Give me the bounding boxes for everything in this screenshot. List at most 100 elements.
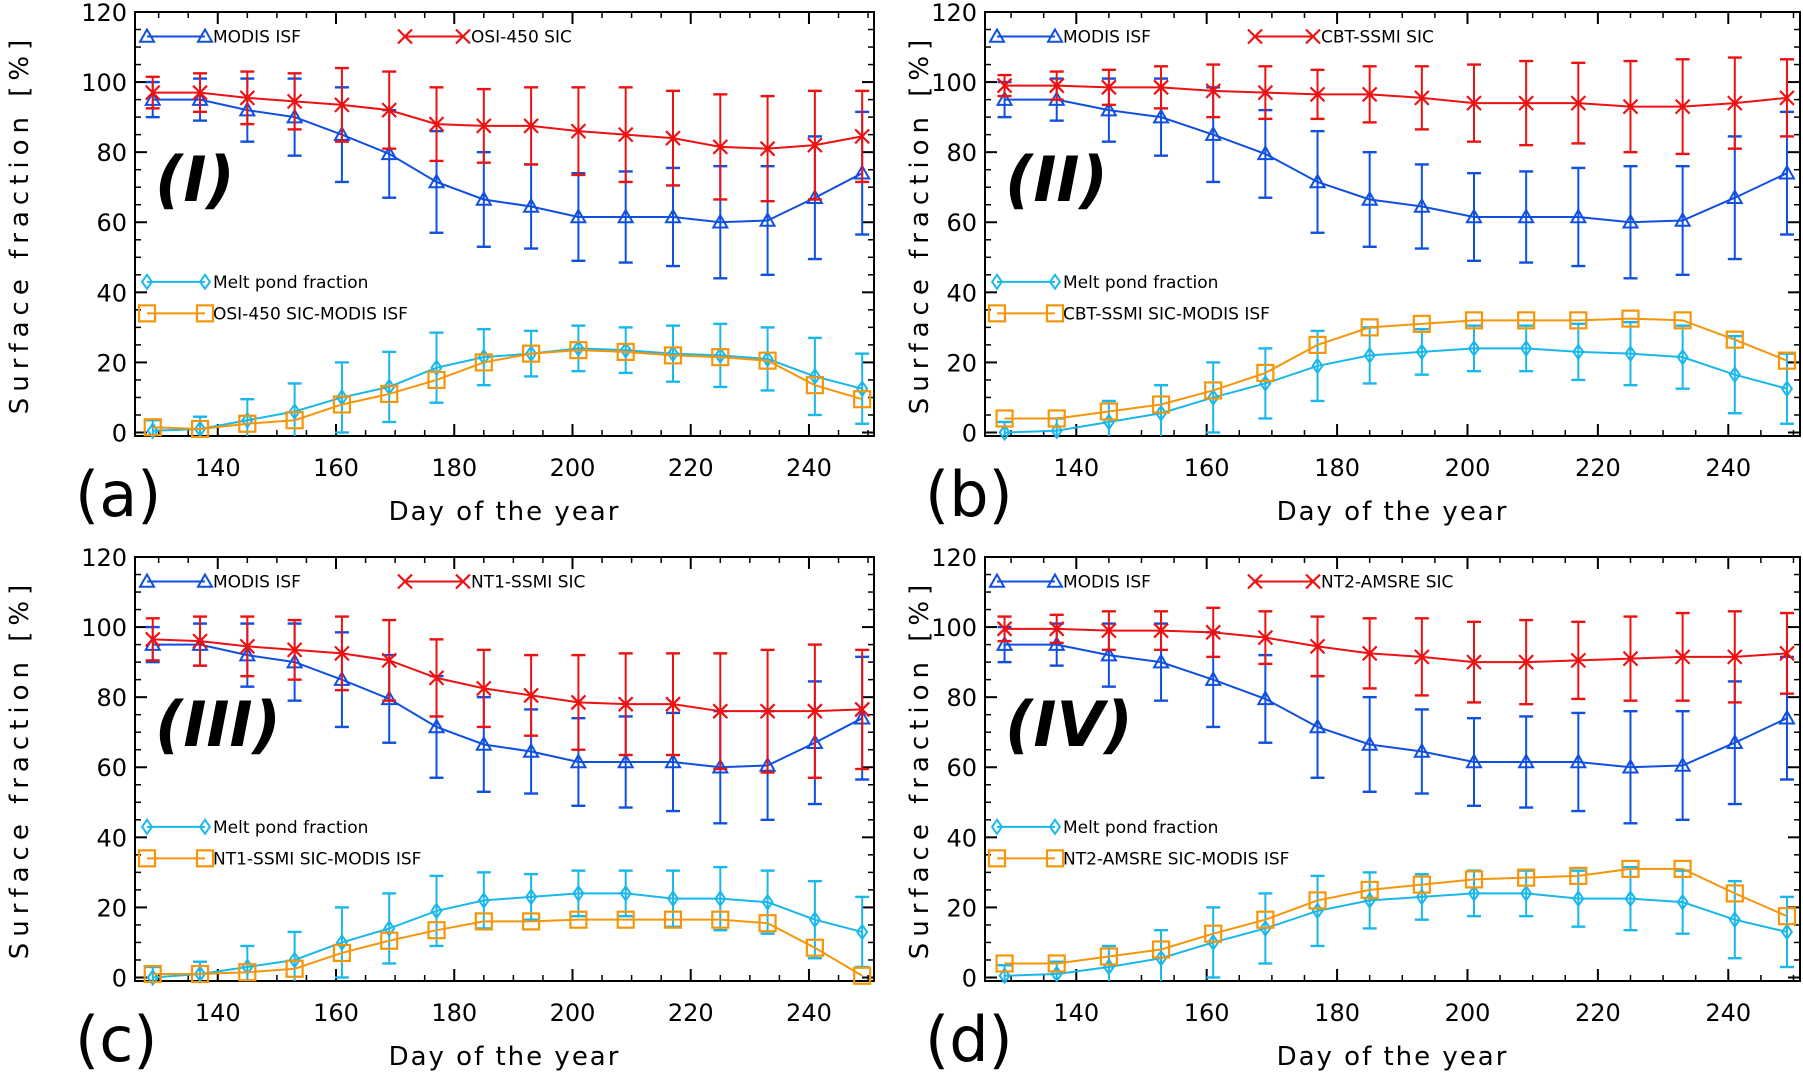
data-point — [1204, 924, 1223, 943]
x-tick-label: 140 — [1053, 454, 1099, 482]
data-point — [1621, 859, 1640, 878]
legend-marker-start — [397, 28, 413, 45]
data-point — [1466, 95, 1482, 111]
data-point — [1777, 907, 1797, 926]
legend-label: NT1-SSMI SIC-MODIS ISF — [213, 849, 421, 869]
legend-marker-start — [1247, 28, 1263, 45]
data-point — [430, 358, 443, 377]
error-bar — [193, 415, 208, 436]
data-point — [711, 348, 730, 367]
series-line — [1004, 892, 1788, 977]
y-tick-label: 20 — [946, 894, 977, 922]
error-bar — [1154, 383, 1169, 436]
data-point — [759, 140, 776, 157]
data-point — [1361, 645, 1378, 662]
x-tick-label: 240 — [786, 454, 832, 482]
data-point — [1256, 910, 1275, 929]
data-point — [1777, 351, 1797, 370]
series-modis-isf — [144, 77, 871, 280]
y-tick-label: 60 — [946, 209, 977, 237]
series-line — [152, 892, 863, 979]
data-point — [616, 207, 635, 224]
data-point — [1050, 422, 1063, 440]
data-point — [854, 128, 870, 145]
legend-label: Melt pond fraction — [213, 818, 368, 838]
data-point — [285, 959, 304, 978]
series-line — [1004, 84, 1788, 108]
data-point — [1517, 868, 1536, 887]
data-point — [1414, 649, 1430, 665]
data-point — [617, 696, 634, 712]
data-point — [1154, 949, 1168, 967]
data-point — [1464, 870, 1484, 889]
legend-label: NT2-AMSRE SIC — [1321, 573, 1453, 593]
y-axis-title: Surface fraction [%] — [905, 579, 935, 959]
data-point — [381, 102, 397, 118]
data-point — [522, 197, 540, 213]
data-point — [1360, 318, 1379, 337]
series-line — [1004, 98, 1788, 224]
data-point — [334, 97, 350, 113]
legend-marker-end — [1045, 849, 1065, 868]
series-nt1-ssmi-sic-modis-isf — [143, 910, 872, 985]
data-point — [477, 891, 490, 910]
legend-marker-start — [990, 273, 1004, 291]
data-point — [758, 914, 777, 933]
series-line — [1004, 317, 1788, 420]
legend-marker-start — [138, 572, 156, 588]
y-tick-label: 120 — [81, 545, 127, 572]
data-point — [1207, 388, 1220, 407]
x-tick-label: 240 — [1705, 454, 1751, 482]
data-point — [1308, 717, 1327, 734]
data-point — [380, 931, 399, 950]
series-line — [152, 98, 863, 224]
y-tick-label: 80 — [96, 684, 127, 712]
series-osi-450-sic-modis-isf — [143, 341, 872, 439]
data-point — [1569, 752, 1588, 769]
legend-item: CBT-SSMI SIC-MODIS ISF — [987, 304, 1270, 324]
data-point — [427, 370, 446, 390]
legend-item: Melt pond fraction — [990, 273, 1218, 293]
plot-frame — [134, 11, 875, 437]
data-point — [190, 964, 210, 984]
data-point — [332, 395, 352, 414]
data-point — [665, 130, 681, 146]
data-point — [1412, 875, 1431, 894]
data-point — [1673, 859, 1692, 878]
data-point — [1518, 95, 1534, 111]
data-point — [522, 912, 541, 931]
data-point — [144, 84, 161, 101]
data-point — [285, 411, 304, 430]
legend-marker-end — [1305, 573, 1321, 590]
legend-marker-start — [988, 27, 1006, 43]
x-tick-label: 180 — [1314, 999, 1360, 1027]
legend-label: MODIS ISF — [213, 28, 301, 48]
x-tick-label: 220 — [668, 999, 714, 1027]
data-point — [1047, 954, 1066, 973]
data-point — [1465, 752, 1483, 769]
panel-b: 0 20 40 60 80 100 120 140 160 180 200 220 240 Day of … — [900, 0, 1803, 545]
data-point — [854, 701, 870, 718]
plot-frame — [134, 556, 875, 982]
data-point — [1780, 379, 1794, 398]
series-line — [152, 918, 863, 977]
data-point — [1569, 866, 1588, 885]
legend-marker-end — [1045, 304, 1065, 323]
y-tick-label: 80 — [96, 139, 127, 167]
legend-label: MODIS ISF — [213, 573, 301, 593]
data-point — [1725, 330, 1744, 349]
x-tick-label: 160 — [1184, 454, 1230, 482]
panel-a: 0 20 40 60 80 100 120 140 160 180 200 220 240 Day of … — [0, 0, 900, 545]
data-point — [663, 910, 683, 929]
legend-item: MODIS ISF — [138, 572, 301, 593]
data-point — [663, 346, 683, 365]
y-tick-label: 100 — [81, 69, 127, 97]
data-point — [714, 346, 727, 365]
legend-marker-end — [1048, 818, 1062, 836]
data-point — [1624, 889, 1637, 908]
series-osi-450-sic — [144, 66, 870, 203]
data-point — [616, 910, 635, 929]
data-point — [995, 90, 1014, 106]
data-point — [1099, 947, 1118, 966]
series-cbt-ssmi-sic — [996, 56, 1795, 156]
